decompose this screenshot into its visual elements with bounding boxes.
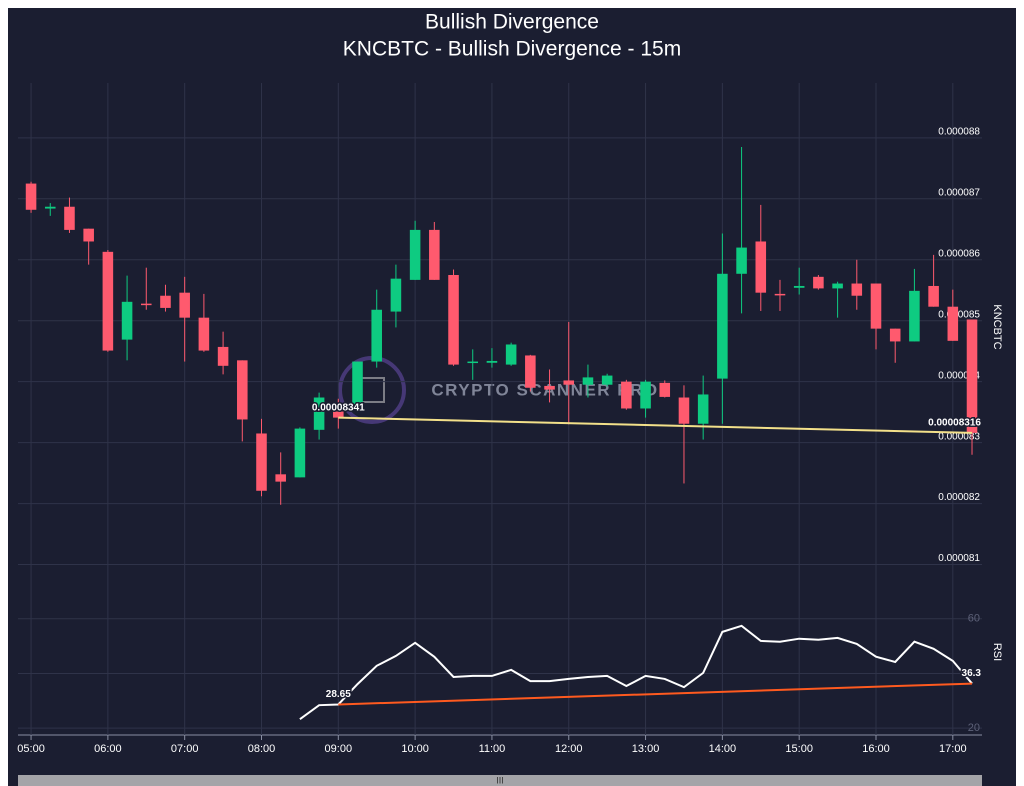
- y-tick-label: 0.000086: [938, 248, 980, 259]
- candle-body: [774, 293, 786, 296]
- candle-body: [102, 251, 114, 351]
- x-tick-label: 16:00: [862, 743, 890, 755]
- candle-body: [544, 385, 555, 390]
- candle-body: [448, 275, 459, 365]
- candle-body: [582, 377, 594, 385]
- x-tick-label: 10:00: [401, 743, 429, 755]
- y-tick-label: 0.000082: [938, 492, 980, 503]
- candle-body: [64, 206, 75, 230]
- y-tick-label: 0.000084: [938, 370, 980, 381]
- candle-body: [640, 381, 651, 409]
- chart-subtitle: KNCBTC - Bullish Divergence - 15m: [343, 38, 681, 61]
- candle-body: [44, 206, 56, 209]
- candle-body: [870, 283, 882, 329]
- x-tick-label: 15:00: [785, 743, 813, 755]
- x-tick-label: 17:00: [939, 743, 967, 755]
- candle-body: [179, 292, 190, 318]
- divergence-line: [338, 416, 973, 434]
- x-tick-label: 07:00: [171, 743, 199, 755]
- candle-body: [237, 360, 248, 420]
- candle-body: [121, 301, 133, 340]
- rsi-line: [299, 624, 973, 720]
- candle-body: [966, 319, 978, 433]
- y-tick-label: 0.000087: [938, 187, 980, 198]
- chart-title: Bullish Divergence: [425, 11, 599, 34]
- divergence-label: 36.3: [962, 668, 982, 679]
- y-tick-label: 0.000081: [938, 553, 980, 564]
- candle-body: [256, 433, 267, 491]
- divergence-line: [338, 682, 973, 706]
- candle-body: [313, 397, 325, 430]
- candle-body: [678, 397, 690, 424]
- candle-body: [198, 317, 210, 351]
- candle-body: [83, 228, 94, 242]
- candle-body: [294, 428, 306, 478]
- candle-body: [275, 474, 286, 482]
- candle-body: [717, 273, 728, 379]
- candle-body: [505, 344, 517, 365]
- y-tick-label: 0.000085: [938, 309, 980, 320]
- divergence-label: 0.00008316: [928, 418, 981, 429]
- candle-body: [909, 290, 920, 342]
- candle-body: [217, 346, 229, 366]
- x-tick-label: 12:00: [555, 743, 583, 755]
- y-tick-label: 0.000083: [938, 431, 980, 442]
- candle-body: [352, 361, 363, 405]
- x-tick-label: 05:00: [17, 743, 45, 755]
- y-axis-label: KNCBTC: [991, 304, 1003, 349]
- x-tick-label: 11:00: [479, 743, 506, 755]
- y-axis-label: RSI: [991, 643, 1003, 661]
- candle-body: [755, 241, 767, 293]
- divergence-label: 0.00008341: [312, 402, 365, 413]
- candle-body: [621, 381, 632, 409]
- candle-body: [851, 283, 863, 296]
- candle-body: [736, 247, 747, 274]
- candle-body: [659, 382, 671, 397]
- x-tick-label: 09:00: [325, 743, 353, 755]
- candle-body: [793, 285, 805, 288]
- candle-body: [429, 229, 440, 280]
- x-tick-label: 14:00: [709, 743, 737, 755]
- watermark: CRYPTO SCANNER PRO: [431, 380, 658, 399]
- y-tick-label: 0.000088: [938, 126, 980, 137]
- candle-body: [160, 295, 171, 308]
- candle-body: [601, 375, 613, 385]
- candle-body: [947, 306, 959, 341]
- x-tick-label: 08:00: [248, 743, 276, 755]
- candle-body: [333, 411, 344, 418]
- candle-body: [371, 309, 382, 362]
- candle-body: [486, 360, 498, 363]
- candle-body: [140, 303, 152, 306]
- candle-body: [525, 355, 536, 388]
- candle-body: [697, 394, 709, 424]
- scrollbar-grip[interactable]: III: [496, 775, 504, 785]
- candle-body: [25, 183, 37, 210]
- y-tick-label: 60: [968, 613, 980, 625]
- divergence-label: 28.65: [326, 689, 351, 700]
- candle-body: [409, 229, 421, 280]
- candle-body: [390, 278, 402, 312]
- y-tick-label: 40: [968, 667, 980, 679]
- x-tick-label: 13:00: [632, 743, 660, 755]
- candle-body: [928, 285, 939, 307]
- candle-body: [889, 328, 901, 342]
- y-tick-label: 20: [968, 722, 980, 734]
- candle-body: [813, 276, 824, 289]
- candle-body: [832, 283, 843, 289]
- scrollbar[interactable]: [18, 775, 982, 786]
- candle-body: [467, 361, 479, 364]
- x-tick-label: 06:00: [94, 743, 122, 755]
- candle-body: [563, 380, 575, 385]
